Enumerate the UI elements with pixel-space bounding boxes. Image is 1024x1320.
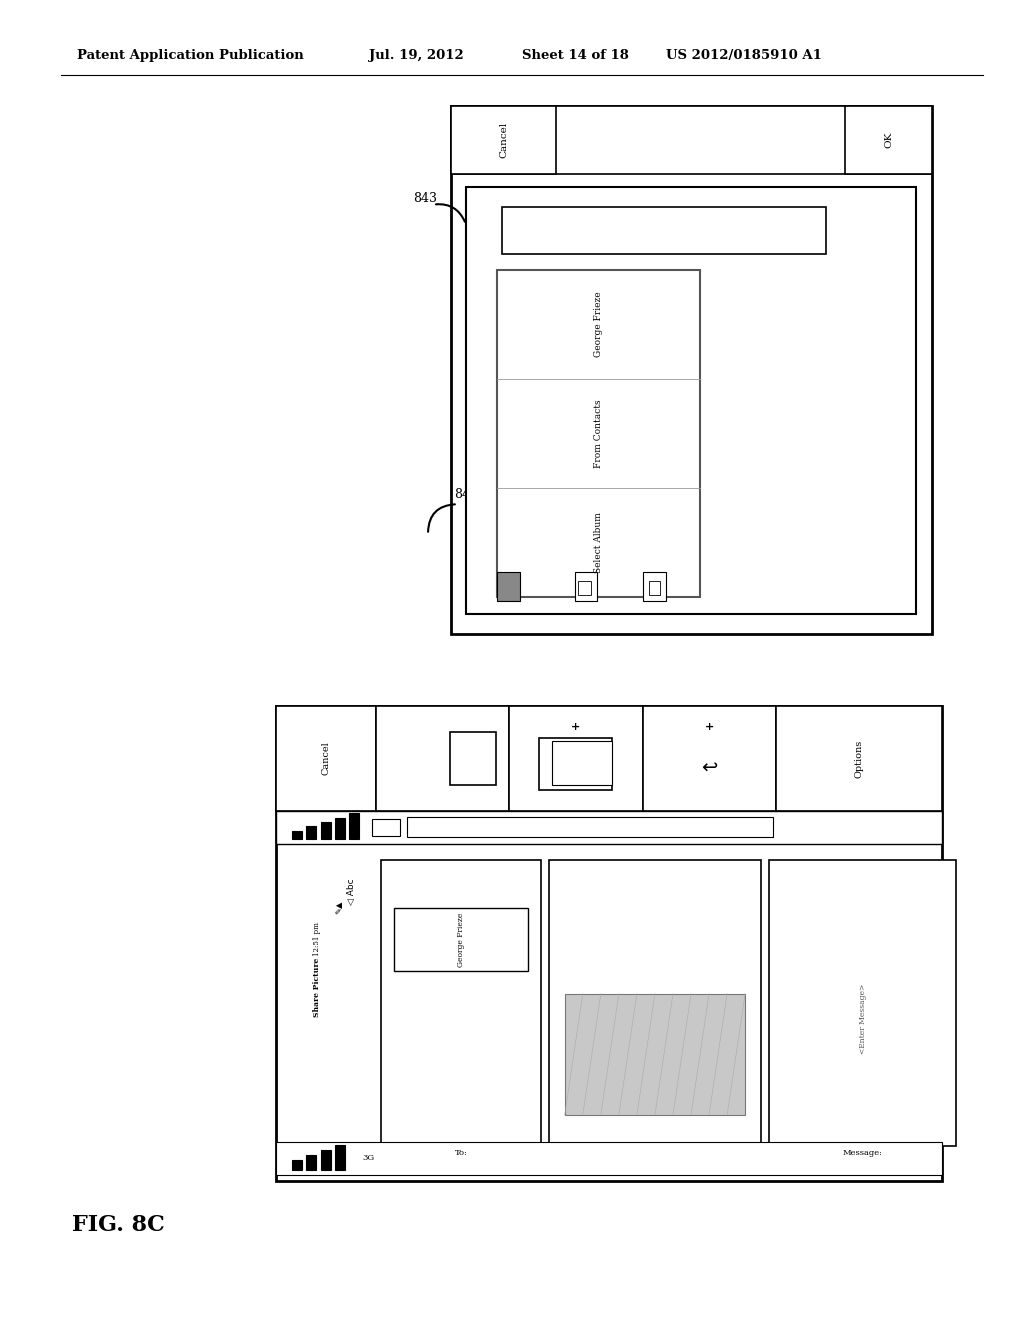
Text: 843: 843 [413, 191, 437, 205]
Bar [450, 733, 497, 784]
Text: From Contacts: From Contacts [594, 399, 603, 467]
Bar [276, 706, 377, 810]
Bar [776, 706, 942, 810]
Text: FIG. 8C: FIG. 8C [72, 1214, 165, 1236]
Bar [466, 187, 916, 614]
Bar [549, 859, 761, 1147]
Bar [276, 706, 942, 1181]
Text: Cancel: Cancel [322, 742, 331, 775]
Bar [552, 741, 612, 784]
Text: US 2012/0185910 A1: US 2012/0185910 A1 [666, 49, 821, 62]
Bar [335, 817, 345, 840]
Bar [498, 271, 700, 597]
Bar [510, 706, 643, 810]
Bar [407, 817, 773, 837]
Bar [394, 908, 528, 972]
Bar [292, 1160, 302, 1170]
Text: Jul. 19, 2012: Jul. 19, 2012 [369, 49, 464, 62]
Text: Sheet 14 of 18: Sheet 14 of 18 [522, 49, 629, 62]
Bar [451, 106, 556, 174]
Text: Options: Options [854, 739, 863, 777]
Text: Select Album: Select Album [594, 512, 603, 573]
Text: 12:51 pm: 12:51 pm [313, 923, 321, 957]
Bar [276, 1142, 942, 1175]
Bar [502, 207, 826, 255]
Bar [648, 581, 659, 595]
Text: George Frieze: George Frieze [594, 292, 603, 358]
Bar [292, 830, 302, 840]
Bar [498, 572, 520, 601]
Text: ✎▲: ✎▲ [334, 902, 343, 915]
Text: ◁ Abc: ◁ Abc [347, 878, 356, 906]
Bar [321, 822, 331, 840]
Bar [276, 810, 942, 843]
Bar [845, 106, 932, 174]
Bar [349, 813, 359, 840]
Text: Share Picture: Share Picture [313, 957, 321, 1016]
Text: 841: 841 [454, 488, 478, 502]
Bar [578, 581, 591, 595]
Text: Message:: Message: [843, 1148, 883, 1156]
Bar [335, 1144, 345, 1170]
Text: <Enter Message>: <Enter Message> [859, 983, 867, 1055]
Bar [451, 106, 932, 634]
Text: To:: To: [455, 1148, 468, 1156]
Bar [643, 572, 666, 601]
Bar [306, 826, 316, 840]
Text: ↩: ↩ [701, 758, 717, 776]
Bar [372, 818, 400, 836]
Text: 3G: 3G [362, 1154, 375, 1162]
Text: Patent Application Publication: Patent Application Publication [77, 49, 303, 62]
Bar [769, 859, 956, 1147]
Text: +: + [571, 722, 581, 733]
Text: OK: OK [884, 132, 893, 148]
Bar [321, 1150, 331, 1170]
Bar [539, 738, 612, 789]
Text: George Frieze: George Frieze [457, 912, 465, 966]
Bar [377, 706, 510, 810]
Text: Cancel: Cancel [499, 121, 508, 158]
Bar [306, 1155, 316, 1170]
Bar [574, 572, 597, 601]
Bar [451, 106, 932, 174]
Bar [382, 859, 541, 1147]
Bar [643, 706, 776, 810]
Bar [565, 994, 745, 1114]
Text: +: + [705, 722, 714, 733]
